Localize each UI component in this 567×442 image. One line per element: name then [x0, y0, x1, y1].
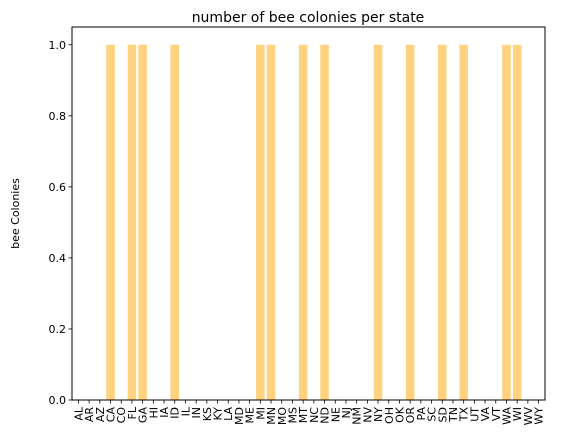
x-tick-label-or: OR	[404, 407, 417, 424]
y-axis-label: bee Colonies	[9, 178, 22, 249]
x-tick-label-ok: OK	[393, 406, 406, 423]
x-tick-label-nj: NJ	[340, 407, 353, 418]
bar-ny	[373, 44, 383, 400]
x-tick-label-ky: KY	[212, 407, 225, 421]
x-tick-label-ga: GA	[137, 407, 150, 424]
x-tick-label-ia: IA	[158, 407, 171, 418]
bar-mi	[256, 44, 265, 400]
x-tick-label-md: MD	[233, 407, 246, 425]
bar-nd	[320, 44, 329, 400]
x-tick-label-ar: AR	[83, 407, 96, 423]
x-tick-label-id: ID	[169, 407, 182, 419]
x-tick-label-mt: MT	[297, 407, 310, 423]
plot-frame	[71, 26, 546, 401]
x-tick-label-pa: PA	[415, 407, 428, 421]
x-tick-label-nc: NC	[308, 407, 321, 423]
y-tick-label: 0.8	[49, 110, 67, 123]
x-tick-label-in: IN	[190, 407, 203, 418]
y-tick-label: 0.2	[49, 323, 67, 336]
x-tick-label-wv: WV	[522, 407, 535, 426]
bar-ga	[138, 44, 147, 400]
x-tick-label-wy: WY	[533, 407, 546, 425]
x-tick-label-hi: HI	[147, 407, 160, 419]
x-axis: ALARAZCACOFLGAHIIAIDILINKSKYLAMDMEMIMNMO…	[72, 400, 546, 426]
bar-mt	[298, 44, 308, 400]
x-tick-label-la: LA	[222, 407, 235, 421]
bar-tx	[459, 44, 468, 400]
x-tick-label-co: CO	[115, 407, 128, 424]
x-tick-label-nm: NM	[351, 407, 364, 425]
y-tick-label: 1.0	[49, 39, 67, 52]
bar-wi	[512, 44, 522, 400]
bar-or	[405, 44, 415, 400]
y-tick-label: 0.0	[49, 394, 67, 407]
x-tick-label-va: VA	[479, 407, 492, 422]
x-tick-label-fl: FL	[126, 406, 139, 419]
x-tick-label-me: ME	[244, 407, 257, 423]
x-tick-label-ny: NY	[372, 407, 385, 422]
x-tick-label-nv: NV	[361, 407, 374, 423]
x-tick-label-tx: TX	[458, 407, 471, 423]
x-tick-label-az: AZ	[94, 407, 107, 423]
x-tick-label-al: AL	[72, 406, 85, 421]
x-tick-label-mn: MN	[265, 407, 278, 425]
x-tick-label-oh: OH	[383, 407, 396, 424]
x-tick-label-nd: ND	[319, 407, 332, 424]
x-tick-label-ms: MS	[286, 407, 299, 423]
y-tick-label: 0.4	[49, 252, 67, 265]
bar-ca	[106, 44, 115, 400]
x-tick-label-tn: TN	[447, 407, 460, 423]
x-tick-label-il: IL	[179, 406, 192, 416]
x-tick-label-ca: CA	[105, 407, 118, 423]
bar-id	[170, 44, 180, 400]
x-tick-label-ne: NE	[329, 407, 342, 422]
bar-mn	[266, 44, 276, 400]
bars-group	[106, 44, 522, 400]
x-tick-label-sd: SD	[436, 407, 449, 422]
x-tick-label-ut: UT	[468, 407, 481, 422]
x-tick-label-mo: MO	[276, 407, 289, 425]
bar-wa	[502, 44, 511, 400]
x-tick-label-wi: WI	[511, 407, 524, 421]
x-tick-label-vt: VT	[490, 407, 503, 422]
x-tick-label-sc: SC	[426, 407, 439, 422]
bar-fl	[127, 44, 137, 400]
y-axis: 0.0 0.2 0.4 0.6 0.8 1.0	[49, 39, 72, 407]
chart-title: number of bee colonies per state	[192, 10, 425, 26]
bar-sd	[437, 44, 447, 400]
x-tick-label-ks: KS	[201, 407, 214, 421]
x-tick-label-wa: WA	[500, 407, 513, 425]
y-tick-label: 0.6	[49, 181, 67, 194]
x-tick-label-mi: MI	[254, 407, 267, 420]
